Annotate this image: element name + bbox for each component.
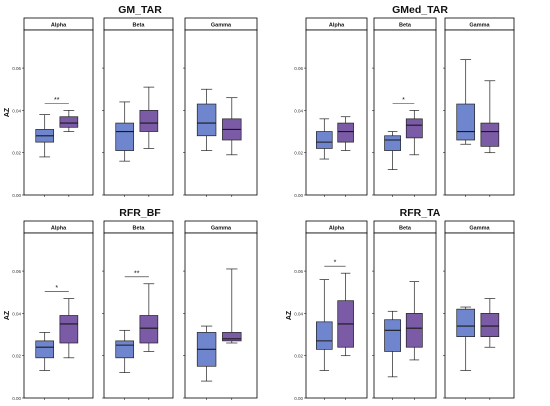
panel-frame xyxy=(103,29,174,196)
box-group2 xyxy=(139,110,159,132)
y-tick-label: 0.02 xyxy=(294,354,303,359)
significance-label: ** xyxy=(134,270,140,277)
facet-label: Gamma xyxy=(469,23,490,29)
panel-frame xyxy=(184,232,258,399)
box-group1 xyxy=(384,135,402,151)
facet-panel: Alpha * xyxy=(304,220,368,400)
box-group1 xyxy=(456,308,476,338)
y-tick-label: 0.04 xyxy=(12,311,21,316)
facet-label: Beta xyxy=(399,226,412,232)
y-tick-label: 0.02 xyxy=(12,354,21,359)
panel-frame xyxy=(305,29,368,196)
facet-panel: Gamma xyxy=(443,17,515,197)
box-group2 xyxy=(59,315,79,344)
facet-label: Alpha xyxy=(329,226,345,232)
box-group2 xyxy=(222,332,242,342)
y-axis-label: AZ xyxy=(286,310,293,320)
y-tick-label: 0.00 xyxy=(12,193,21,198)
chart-block: GMed_TAR 0.00 0.02 0.04 0.06 Alpha Beta * Gamma xyxy=(294,4,515,198)
box-group2 xyxy=(405,313,423,348)
box-group1 xyxy=(456,103,476,141)
chart-block: GM_TAR AZ 0.00 0.02 0.04 0.06 Alpha ** Beta Gamma xyxy=(4,4,258,198)
y-tick-label: 0.02 xyxy=(294,151,303,156)
box-group1 xyxy=(384,319,402,352)
box-group1 xyxy=(316,321,333,350)
y-axis-label: AZ xyxy=(4,107,11,117)
chart-title: GMed_TAR xyxy=(392,4,448,16)
facet-panel: Gamma xyxy=(183,220,258,400)
facet-panel: Beta xyxy=(372,220,437,400)
facet-label: Alpha xyxy=(51,226,67,232)
facet-panel: Gamma xyxy=(443,220,515,400)
facet-panel: Beta ** xyxy=(102,220,174,400)
box-group1 xyxy=(115,340,135,359)
box-group2 xyxy=(480,313,500,338)
facet-panel: Alpha ** xyxy=(22,17,94,197)
significance-label: ** xyxy=(54,97,60,104)
y-tick-label: 0.02 xyxy=(12,151,21,156)
panel-frame xyxy=(444,29,515,196)
box-group1 xyxy=(35,340,55,359)
box-group2 xyxy=(139,315,159,344)
box-group2 xyxy=(59,116,79,128)
panel-frame xyxy=(23,29,94,196)
facet-label: Beta xyxy=(133,23,146,29)
facet-label: Gamma xyxy=(211,23,232,29)
panel-frame xyxy=(305,232,368,399)
facet-label: Gamma xyxy=(211,226,232,232)
significance-label: * xyxy=(402,97,405,104)
panel-frame xyxy=(444,232,515,399)
box-group1 xyxy=(316,131,333,149)
box-group2 xyxy=(337,122,354,143)
chart-title: GM_TAR xyxy=(118,4,162,16)
y-tick-label: 0.04 xyxy=(294,108,303,113)
box-group1 xyxy=(115,122,135,151)
facet-label: Beta xyxy=(133,226,146,232)
facet-panel: Beta xyxy=(102,17,174,197)
significance-label: * xyxy=(334,260,337,267)
y-tick-label: 0.00 xyxy=(294,396,303,401)
facet-panel: Gamma xyxy=(183,17,258,197)
panel-frame xyxy=(373,232,437,399)
facet-label: Alpha xyxy=(51,23,67,29)
chart-title: RFR_BF xyxy=(119,207,161,219)
significance-label: * xyxy=(55,285,58,292)
box-group2 xyxy=(480,122,500,147)
facet-label: Beta xyxy=(399,23,412,29)
chart-block: RFR_TA AZ 0.00 0.02 0.04 0.06 Alpha * Beta Gamma xyxy=(286,207,515,401)
y-tick-label: 0.00 xyxy=(294,193,303,198)
chart-title: RFR_TA xyxy=(400,207,441,219)
facet-label: Gamma xyxy=(469,226,490,232)
panel-frame xyxy=(373,29,437,196)
y-axis-label: AZ xyxy=(4,310,11,320)
box-group2 xyxy=(405,118,423,139)
y-tick-label: 0.06 xyxy=(294,66,303,71)
y-tick-label: 0.00 xyxy=(12,396,21,401)
y-tick-label: 0.04 xyxy=(12,108,21,113)
y-tick-label: 0.06 xyxy=(294,269,303,274)
chart-block: RFR_BF AZ 0.00 0.02 0.04 0.06 Alpha * Beta ** Gamm… xyxy=(4,207,258,401)
panel-frame xyxy=(184,29,258,196)
y-tick-label: 0.04 xyxy=(294,311,303,316)
facet-panel: Alpha * xyxy=(22,220,94,400)
facet-panel: Beta * xyxy=(372,17,437,197)
facet-panel: Alpha xyxy=(304,17,368,197)
y-tick-label: 0.06 xyxy=(12,269,21,274)
facet-label: Alpha xyxy=(329,23,345,29)
y-tick-label: 0.06 xyxy=(12,66,21,71)
box-group1 xyxy=(196,103,217,137)
panel-frame xyxy=(103,232,174,399)
panel-frame xyxy=(23,232,94,399)
